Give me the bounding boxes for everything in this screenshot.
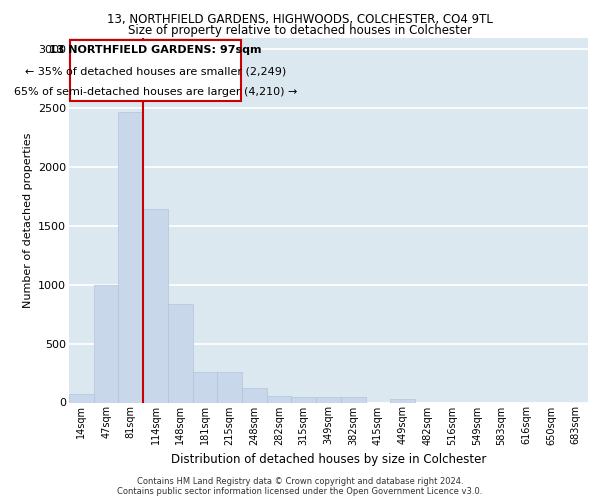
Text: 13, NORTHFIELD GARDENS, HIGHWOODS, COLCHESTER, CO4 9TL: 13, NORTHFIELD GARDENS, HIGHWOODS, COLCH…: [107, 12, 493, 26]
Bar: [94, 285, 118, 403]
FancyBboxPatch shape: [70, 40, 241, 101]
Bar: [217, 372, 242, 402]
Text: 13 NORTHFIELD GARDENS: 97sqm: 13 NORTHFIELD GARDENS: 97sqm: [49, 46, 262, 56]
Y-axis label: Number of detached properties: Number of detached properties: [23, 132, 32, 308]
Bar: [69, 394, 94, 402]
Bar: [118, 112, 143, 403]
Text: ← 35% of detached houses are smaller (2,249): ← 35% of detached houses are smaller (2,…: [25, 66, 286, 76]
Bar: [267, 396, 292, 402]
Bar: [292, 396, 316, 402]
Bar: [143, 210, 168, 402]
Bar: [193, 372, 217, 402]
Text: 65% of semi-detached houses are larger (4,210) →: 65% of semi-detached houses are larger (…: [14, 88, 297, 98]
Bar: [168, 304, 193, 402]
Bar: [316, 397, 341, 402]
Text: Size of property relative to detached houses in Colchester: Size of property relative to detached ho…: [128, 24, 472, 37]
X-axis label: Distribution of detached houses by size in Colchester: Distribution of detached houses by size …: [171, 453, 486, 466]
Bar: [390, 399, 415, 402]
Text: Contains public sector information licensed under the Open Government Licence v3: Contains public sector information licen…: [118, 488, 482, 496]
Text: Contains HM Land Registry data © Crown copyright and database right 2024.: Contains HM Land Registry data © Crown c…: [137, 478, 463, 486]
Bar: [242, 388, 267, 402]
Bar: [341, 397, 365, 402]
